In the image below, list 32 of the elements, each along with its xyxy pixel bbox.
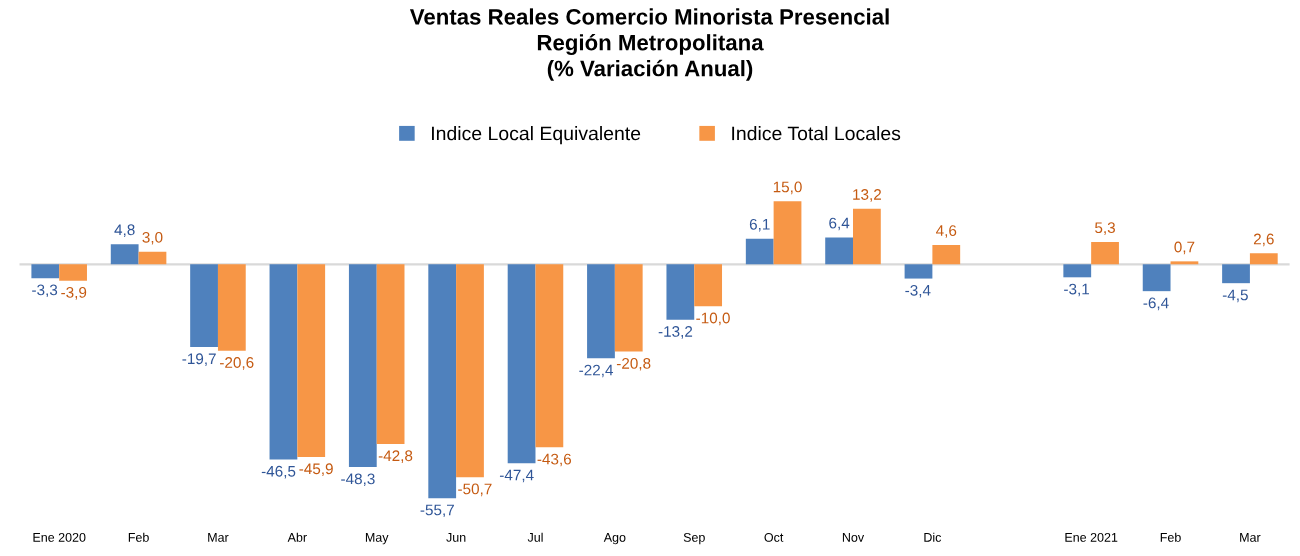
- bar: [1091, 242, 1119, 265]
- bar: [59, 264, 87, 281]
- bar: [853, 208, 881, 265]
- bar: [932, 244, 961, 265]
- bar: [138, 251, 167, 265]
- bar: [904, 264, 933, 279]
- bar: [269, 264, 298, 460]
- bar: [773, 201, 802, 265]
- bar: [456, 264, 484, 478]
- bar: [825, 237, 853, 265]
- bar: [1222, 264, 1250, 284]
- bar: [31, 264, 60, 279]
- bar: [376, 264, 405, 444]
- bar: [428, 264, 457, 499]
- bar: [217, 264, 246, 351]
- bar: [666, 264, 695, 320]
- bar: [614, 264, 643, 352]
- bar: [1249, 253, 1278, 265]
- bar: [1142, 264, 1171, 292]
- bar: [190, 264, 218, 347]
- bar: [348, 264, 377, 468]
- legend-label: Indice Total Locales: [732, 126, 901, 141]
- legend-label: Indice Local Equivalente: [432, 126, 641, 145]
- bar: [110, 244, 139, 265]
- bar: [535, 264, 564, 448]
- chart-title: Ventas Reales Comercio Minorista Presencial Región Metropolitana (% Variación Anual): [409, 8, 889, 81]
- bar: [745, 238, 774, 265]
- bar: [694, 264, 723, 307]
- bar: [587, 264, 615, 359]
- bar: [1063, 264, 1092, 278]
- bar: [297, 264, 326, 458]
- bar: [507, 264, 536, 464]
